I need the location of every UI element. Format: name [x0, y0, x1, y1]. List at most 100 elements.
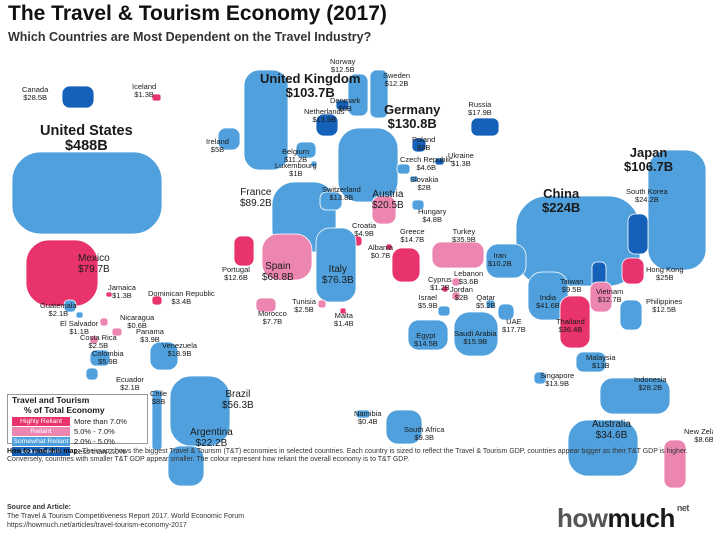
country-shape-sweden — [369, 69, 389, 119]
country-name: Chile — [150, 389, 168, 398]
country-shape-philippines — [619, 299, 643, 331]
country-name: UAE — [506, 317, 522, 326]
country-label-japan: Japan $106.7B — [624, 146, 673, 173]
country-label-new-zeland: New Zeland$8.6B — [684, 428, 713, 444]
country-name: Israel — [418, 293, 437, 302]
country-value: $2.1B — [48, 308, 69, 318]
country-label-portugal: Portugal $12.6B — [222, 266, 250, 282]
country-value: $4.8B — [422, 214, 442, 224]
country-shape-jamaica — [105, 291, 113, 298]
country-shape-indonesia — [599, 377, 671, 415]
country-value: $6B — [338, 103, 352, 113]
country-label-vietnam: Vietnam $12.7B — [596, 288, 623, 304]
country-name: Indonesia — [634, 375, 667, 384]
country-shape-iceland — [151, 93, 162, 102]
country-shape-cyprus — [441, 285, 449, 293]
country-name: Egypt — [416, 331, 436, 340]
country-value: $2.5B — [88, 340, 109, 350]
country-label-poland: Poland $8B — [412, 136, 435, 152]
country-value: $2.5B — [294, 304, 314, 314]
country-shape-malta — [339, 307, 347, 315]
country-label-dominican-republic: Dominican Republic $3.4B — [148, 290, 215, 306]
country-value: $1B — [289, 168, 303, 178]
country-name: Portugal — [222, 265, 250, 274]
country-label-egypt: Egypt $14.5B — [414, 332, 438, 348]
country-name: France — [240, 187, 272, 198]
country-shape-spain — [261, 233, 313, 281]
country-label-qatar: Qatar $5.2B — [476, 294, 496, 310]
country-name: Albania — [368, 243, 394, 252]
country-name: Belgium — [282, 147, 310, 156]
country-shape-qatar — [485, 299, 496, 309]
country-name: Malaysia — [586, 353, 616, 362]
country-name: Ireland — [206, 137, 229, 146]
country-value: $20.5B — [372, 199, 404, 211]
country-name: Cyprus — [428, 275, 452, 284]
country-value: $10.2B — [488, 258, 512, 268]
country-shape-venezuela — [149, 341, 179, 371]
country-value: $13.9B — [545, 378, 569, 388]
source-block: Source and Article: The Travel & Tourism… — [7, 504, 527, 530]
country-value: $4.6B — [416, 162, 437, 172]
country-name: South Korea — [626, 187, 668, 196]
country-shape-russia — [470, 117, 500, 137]
legend-title: Travel and Tourism % of Total Economy — [12, 395, 105, 416]
country-value: $9.3B — [414, 432, 435, 442]
country-value: $8B — [151, 396, 166, 406]
country-shape-panama — [111, 327, 123, 337]
country-value: $13.8B — [329, 192, 354, 202]
country-shape-switzerland — [319, 191, 343, 211]
country-value: $5.2B — [476, 300, 496, 310]
country-label-saudi-arabia: Saudi Arabia $15.9B — [454, 330, 497, 346]
country-name: Guatemala — [40, 301, 77, 310]
country-name: Norway — [330, 57, 356, 66]
country-label-hong-kong: Hong Kong $25B — [646, 266, 684, 282]
country-name: Hungary — [418, 207, 447, 216]
country-shape-italy — [315, 227, 357, 303]
country-shape-argentina — [167, 445, 205, 487]
country-shape-ireland — [217, 127, 241, 151]
country-name: Luxembourg — [275, 161, 317, 170]
country-value: $17.9B — [468, 107, 492, 117]
country-label-croatia: Croatia $4.9B — [352, 222, 376, 238]
country-label-denmark: Denmark $6B — [330, 97, 360, 113]
country-name: Croatia — [352, 221, 377, 230]
country-label-spain: Spain $68.8B — [262, 261, 294, 283]
country-name: Singapore — [540, 371, 575, 380]
country-value: $8.6B — [694, 434, 713, 444]
country-label-taiwan: Taiwan $9.5B — [560, 278, 583, 294]
country-label-nicaragua: Nicaragua $0.6B — [120, 314, 154, 330]
country-label-hungary: Hungary $4.8B — [418, 208, 446, 224]
country-shape-united-kingdom — [243, 69, 289, 171]
country-label-thailand: Thailand $36.4B — [556, 318, 585, 334]
country-shape-jordan — [451, 291, 461, 301]
country-label-chile: Chile $8B — [150, 390, 167, 406]
country-value: $0.4B — [357, 416, 378, 426]
country-name: Panama — [136, 327, 164, 336]
country-name: Australia — [592, 419, 631, 430]
country-name: Hong Kong — [646, 265, 684, 274]
country-shape-uae — [497, 303, 515, 321]
howmuch-logo: howmuch net — [557, 503, 689, 534]
country-name: India — [539, 293, 557, 302]
country-value: $103.7B — [285, 84, 335, 100]
country-name: Spain — [265, 261, 291, 272]
country-value: $1.3B — [451, 158, 471, 168]
country-label-singapore: Singapore $13.9B — [540, 372, 574, 388]
country-shape-iran — [485, 243, 527, 279]
country-value: $488B — [64, 138, 108, 155]
country-shape-turkey — [431, 241, 485, 269]
country-shape-austria — [371, 195, 397, 225]
country-name: Jordan — [450, 285, 473, 294]
country-label-el-salvador: El Salvador $1.1B — [60, 320, 98, 336]
country-value: $24.2B — [634, 194, 659, 204]
country-shape-united-states — [11, 151, 163, 235]
country-shape-ukraine — [434, 157, 445, 166]
country-label-norway: Norway $12.5B — [330, 58, 355, 74]
legend-title-line1: Travel and Tourism — [12, 395, 90, 405]
how-to-read-label: How to read this map: — [7, 448, 81, 455]
country-name: Thailand — [556, 317, 585, 326]
country-name: Sweden — [383, 71, 411, 80]
source-link: https://howmuch.net/articles/travel-tour… — [7, 521, 187, 529]
